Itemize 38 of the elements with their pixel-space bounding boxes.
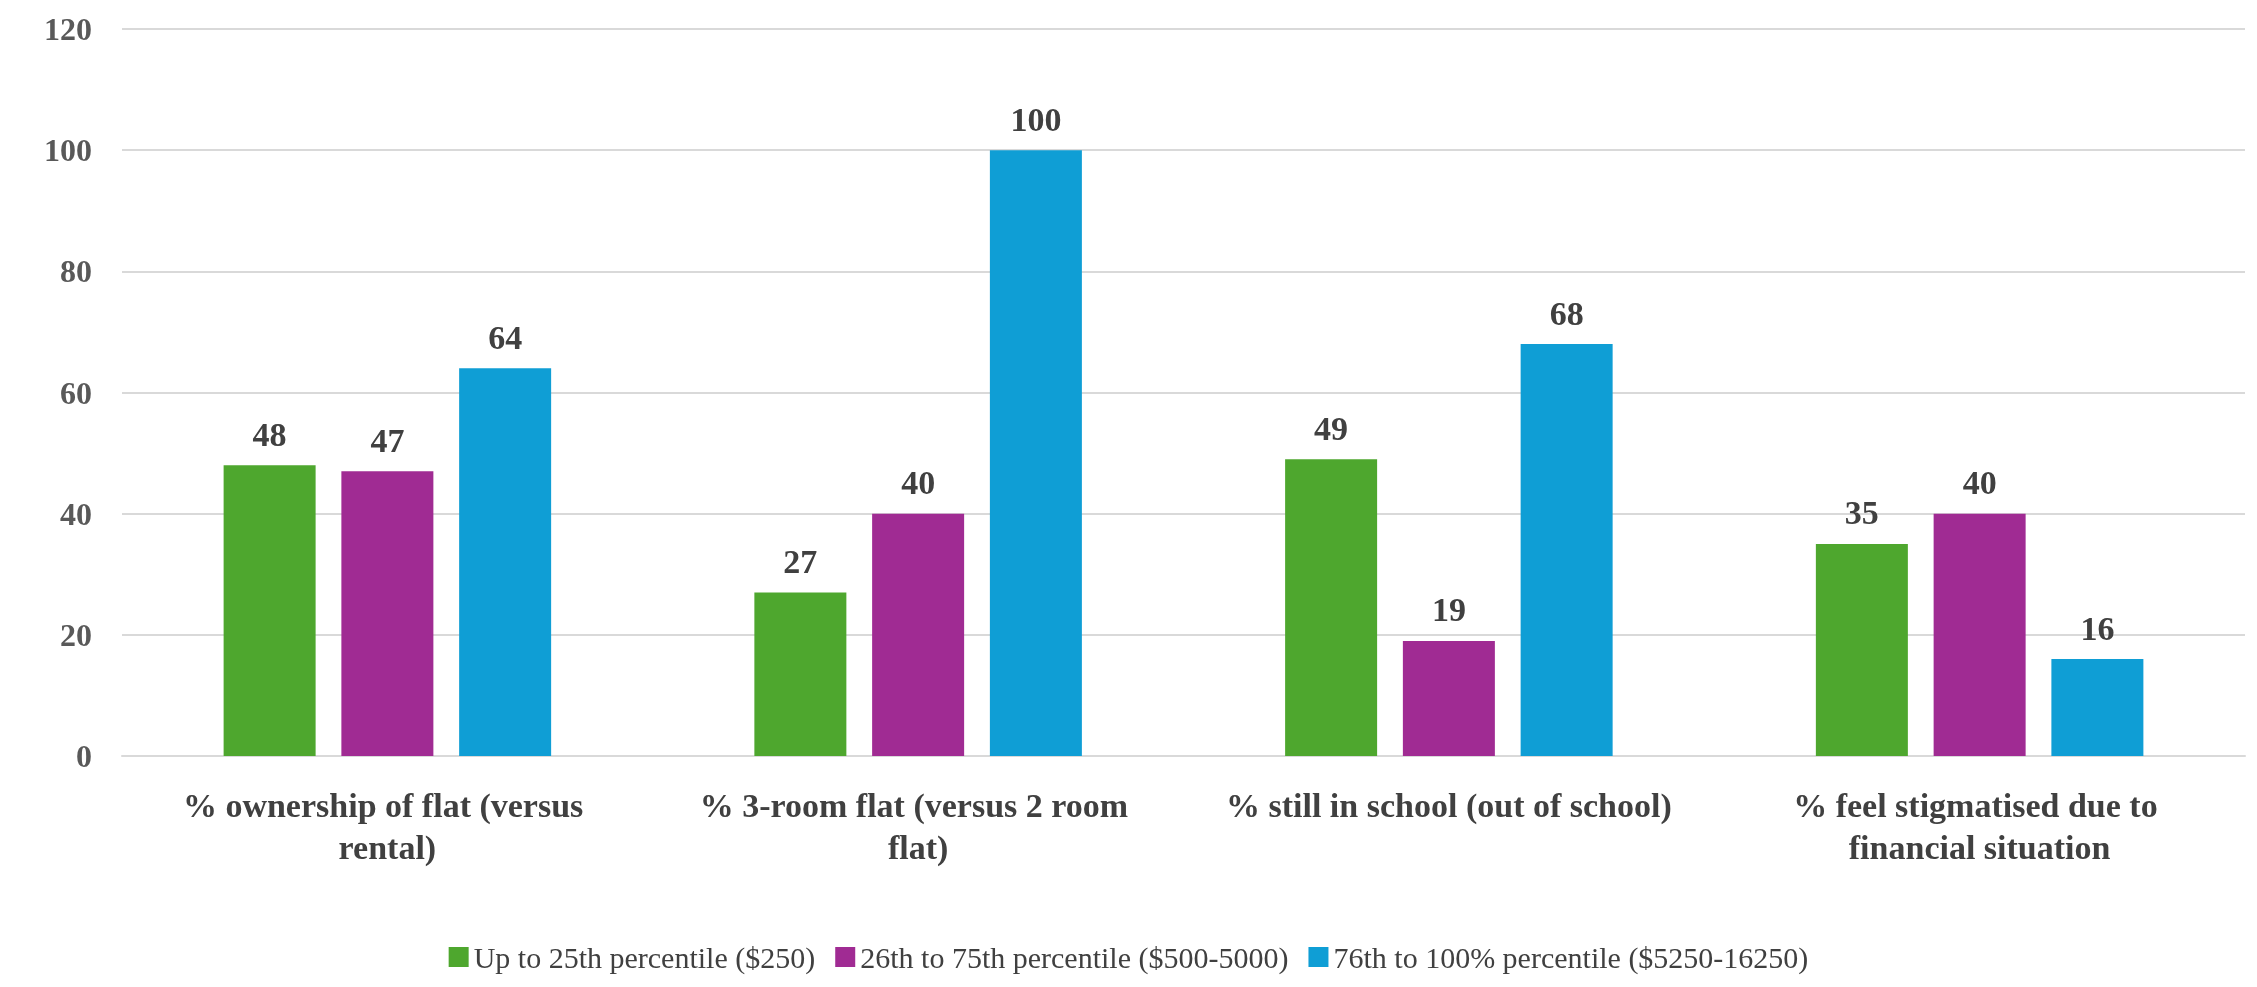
bar bbox=[2051, 659, 2144, 756]
data-label: 40 bbox=[1962, 464, 1997, 502]
legend-label: Up to 25th percentile ($250) bbox=[473, 940, 816, 975]
bar bbox=[341, 471, 434, 756]
legend-label: 76th to 100% percentile ($5250-16250) bbox=[1333, 940, 1809, 975]
x-tick-label: % ownership of flat (versus rental) bbox=[182, 786, 592, 867]
data-label: 64 bbox=[488, 318, 523, 356]
bar bbox=[872, 513, 965, 756]
x-tick-label: % still in school (out of school) bbox=[1225, 786, 1672, 825]
data-label: 16 bbox=[2080, 609, 2115, 647]
bar bbox=[989, 150, 1082, 756]
bar bbox=[223, 465, 316, 756]
y-tick-label: 100 bbox=[44, 132, 92, 169]
y-tick-label: 0 bbox=[76, 738, 92, 774]
bar bbox=[1933, 513, 2026, 756]
bar bbox=[1815, 543, 1908, 756]
y-tick-label: 120 bbox=[44, 11, 92, 47]
bar bbox=[1402, 640, 1495, 756]
data-label: 19 bbox=[1431, 591, 1466, 629]
data-label: 48 bbox=[252, 415, 287, 453]
legend-label: 26th to 75th percentile ($500-5000) bbox=[860, 940, 1289, 975]
data-label: 100 bbox=[1010, 100, 1062, 138]
data-label: 49 bbox=[1314, 409, 1349, 447]
x-tick-label: % 3-room flat (versus 2 room flat) bbox=[699, 786, 1137, 867]
data-label: 47 bbox=[370, 421, 405, 459]
data-label: 35 bbox=[1844, 494, 1879, 532]
y-tick-label: 80 bbox=[60, 253, 92, 290]
y-tick-label: 40 bbox=[60, 495, 92, 532]
x-tick-label: % feel stigmatised due to financial situation bbox=[1793, 786, 2167, 866]
y-tick-label: 60 bbox=[60, 374, 92, 411]
bar bbox=[459, 368, 552, 756]
y-tick-label: 20 bbox=[60, 616, 92, 653]
bar bbox=[1520, 344, 1613, 756]
bar bbox=[1285, 459, 1378, 756]
bar bbox=[754, 592, 847, 756]
data-label: 27 bbox=[783, 542, 818, 580]
data-label: 40 bbox=[901, 464, 936, 502]
data-label: 68 bbox=[1549, 294, 1584, 332]
